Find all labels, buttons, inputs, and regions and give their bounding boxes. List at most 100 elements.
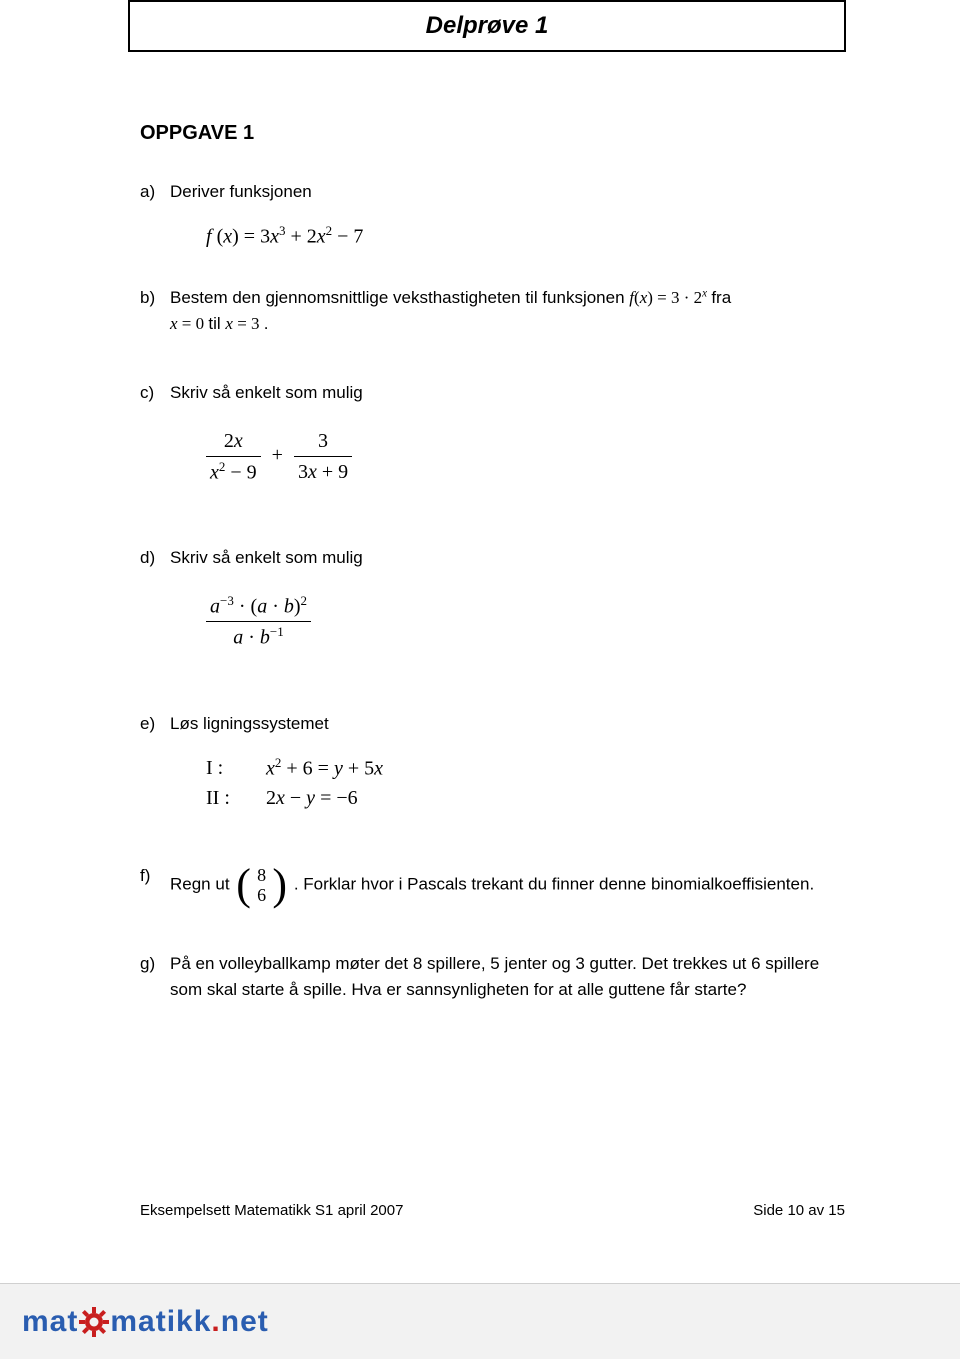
math-expression: x2 + 6 = y + 5x bbox=[266, 753, 383, 784]
section-heading: OPPGAVE 1 bbox=[140, 122, 855, 145]
math-token: y bbox=[306, 787, 315, 809]
math-token: 2 bbox=[266, 787, 276, 809]
math-token: x bbox=[223, 225, 232, 247]
math-token: 2 bbox=[275, 755, 282, 770]
math-token: x bbox=[266, 757, 275, 779]
problem-d: d) Skriv så enkelt som mulig a−3 · (a · … bbox=[140, 545, 855, 653]
problem-text: til bbox=[208, 314, 225, 333]
math-token: 7 bbox=[353, 225, 363, 247]
problem-g: g) På en volleyballkamp møter det 8 spil… bbox=[140, 951, 855, 1002]
problem-c: c) Skriv så enkelt som mulig 2x x2 − 9 +… bbox=[140, 380, 855, 487]
math-token: + bbox=[290, 225, 306, 247]
math-token: ) = bbox=[647, 288, 671, 307]
math-token: a bbox=[233, 627, 243, 649]
problem-text: . Forklar hvor i Pascals trekant du finn… bbox=[294, 875, 814, 894]
math-token: + bbox=[348, 757, 364, 779]
math-token: = bbox=[244, 225, 260, 247]
math-token: = bbox=[318, 757, 334, 779]
math-token: 2 bbox=[694, 288, 703, 307]
math-token: b bbox=[284, 595, 294, 617]
math-token: = bbox=[320, 787, 336, 809]
problem-letter: d) bbox=[140, 545, 170, 653]
math-token: x bbox=[702, 288, 707, 300]
problem-body: Deriver funksjonen f (x) = 3x3 + 2x2 − 7 bbox=[170, 179, 855, 251]
math-token: −3 bbox=[220, 593, 234, 608]
math-token: 6 bbox=[257, 885, 266, 905]
math-token: + bbox=[286, 757, 302, 779]
math-token: x bbox=[374, 757, 383, 779]
math-token: 3 bbox=[298, 461, 308, 483]
problem-e: e) Løs ligningssystemet I : x2 + 6 = y +… bbox=[140, 711, 855, 813]
title-box: Delprøve 1 bbox=[128, 0, 846, 52]
problem-body: Skriv så enkelt som mulig 2x x2 − 9 + 3 … bbox=[170, 380, 855, 487]
math-token: 2 bbox=[326, 223, 333, 238]
math-token: x bbox=[210, 461, 219, 483]
math-token: + bbox=[266, 444, 289, 466]
footer-left: Eksempelsett Matematikk S1 april 2007 bbox=[140, 1202, 403, 1219]
math-token: = bbox=[178, 314, 196, 333]
math-token: −1 bbox=[270, 624, 284, 639]
fraction: a−3 · (a · b)2 a · b−1 bbox=[206, 591, 311, 653]
math-token: · bbox=[243, 627, 260, 649]
math-token: b bbox=[260, 627, 270, 649]
math-token: ) bbox=[232, 225, 239, 247]
problem-body: Bestem den gjennomsnittlige veksthastigh… bbox=[170, 285, 855, 336]
math-token: 2 bbox=[301, 593, 308, 608]
math-token: 3 bbox=[279, 223, 286, 238]
math-token: x bbox=[270, 225, 279, 247]
equation-label: II : bbox=[206, 783, 266, 813]
math-token: 6 bbox=[303, 757, 313, 779]
fraction: 2x x2 − 9 bbox=[206, 426, 261, 488]
logo-bar: mat matikk bbox=[0, 1283, 960, 1359]
equation-label: I : bbox=[206, 753, 266, 784]
logo-text-part2: matikk bbox=[110, 1305, 211, 1339]
fraction: 3 3x + 9 bbox=[294, 426, 352, 487]
math-token: 0 bbox=[196, 314, 205, 333]
paren-left-icon: ( bbox=[236, 863, 251, 907]
problem-text: På en volleyballkamp møter det 8 spiller… bbox=[170, 954, 819, 999]
problem-letter: a) bbox=[140, 179, 170, 251]
math-token: 5 bbox=[364, 757, 374, 779]
problem-letter: g) bbox=[140, 951, 170, 1002]
problem-body: Løs ligningssystemet I : x2 + 6 = y + 5x… bbox=[170, 711, 855, 813]
math-token: x bbox=[225, 314, 233, 333]
math-token: − bbox=[290, 787, 306, 809]
math-token: 9 bbox=[247, 461, 257, 483]
math-token: 3 bbox=[260, 225, 270, 247]
math-token: a bbox=[257, 595, 267, 617]
site-logo: mat matikk bbox=[22, 1305, 269, 1339]
problem-letter: f) bbox=[140, 863, 170, 907]
math-token: x bbox=[308, 461, 317, 483]
math-expression-inline: x = 0 bbox=[170, 314, 208, 333]
page: Delprøve 1 OPPGAVE 1 a) Deriver funksjon… bbox=[0, 0, 960, 1359]
page-footer: Eksempelsett Matematikk S1 april 2007 Si… bbox=[140, 1202, 845, 1219]
math-token: = bbox=[233, 314, 251, 333]
problem-letter: b) bbox=[140, 285, 170, 336]
page-title: Delprøve 1 bbox=[148, 12, 826, 40]
problem-text: Regn ut bbox=[170, 875, 234, 894]
math-token: ) bbox=[294, 595, 301, 617]
logo-text-part1: mat bbox=[22, 1305, 78, 1339]
math-token: 3 bbox=[294, 426, 352, 456]
problem-letter: e) bbox=[140, 711, 170, 813]
paren-right-icon: ) bbox=[272, 863, 287, 907]
math-token: y bbox=[334, 757, 343, 779]
math-token: x bbox=[170, 314, 178, 333]
equation-row: I : x2 + 6 = y + 5x bbox=[206, 753, 855, 784]
equation-row: II : 2x − y = −6 bbox=[206, 783, 855, 813]
problem-text: Skriv så enkelt som mulig bbox=[170, 383, 363, 402]
gear-icon bbox=[79, 1307, 109, 1337]
problem-f: f) Regn ut ( 8 6 ) . Forklar hvor i Pasc… bbox=[140, 863, 855, 907]
math-token: x bbox=[317, 225, 326, 247]
math-token: f bbox=[206, 225, 212, 247]
problem-letter: c) bbox=[140, 380, 170, 487]
math-token: −6 bbox=[336, 787, 357, 809]
math-token: · bbox=[679, 288, 693, 307]
math-expression-inline: x = 3 bbox=[225, 314, 263, 333]
binomial-coefficient: ( 8 6 ) bbox=[234, 863, 289, 907]
math-expression-inline: f(x) = 3 · 2x bbox=[629, 288, 711, 307]
math-expression: a−3 · (a · b)2 a · b−1 bbox=[206, 591, 855, 653]
math-token: − bbox=[337, 225, 353, 247]
math-token: + 9 bbox=[317, 461, 348, 483]
logo-text-part3: net bbox=[221, 1305, 269, 1339]
